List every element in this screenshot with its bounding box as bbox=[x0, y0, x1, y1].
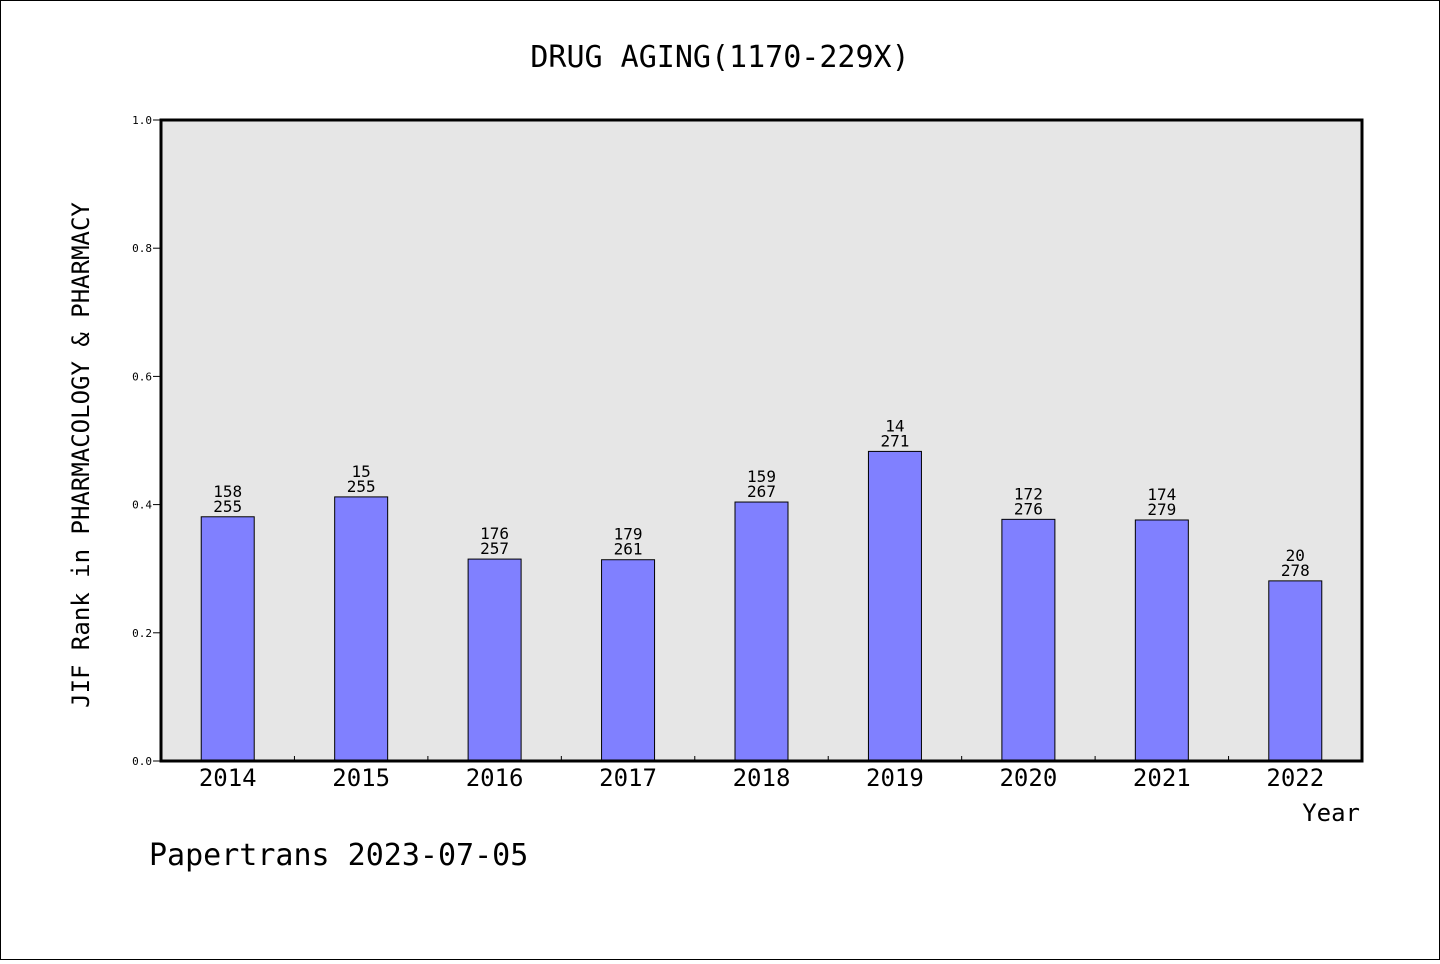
x-axis-label: Year bbox=[1302, 799, 1360, 827]
x-tick-label: 2019 bbox=[866, 764, 924, 792]
bar-total-label: 255 bbox=[213, 497, 242, 516]
bar-rank-label: 15 bbox=[352, 462, 371, 481]
bar-rank-label: 20 bbox=[1286, 546, 1305, 565]
x-tick-label: 2022 bbox=[1266, 764, 1324, 792]
bar-total-label: 278 bbox=[1281, 561, 1310, 580]
footer-text: Papertrans 2023-07-05 bbox=[149, 838, 528, 873]
bar-2017 bbox=[601, 559, 656, 762]
bar-rank-label: 159 bbox=[747, 467, 776, 486]
y-axis-label: JIF Rank in PHARMACOLOGY & PHARMACY bbox=[67, 202, 95, 708]
bar-total-label: 279 bbox=[1147, 500, 1176, 519]
x-ticks-group: 2014 2015 2016 2017 2018 2019 2020 2021 2022 bbox=[199, 756, 1324, 792]
bar-total-label: 255 bbox=[347, 477, 376, 496]
y-tick-label: 0.6 bbox=[132, 370, 152, 383]
bar-rank-label: 179 bbox=[614, 525, 643, 544]
bar-total-label: 261 bbox=[614, 540, 643, 559]
bar-total-label: 267 bbox=[747, 482, 776, 501]
bar-total-label: 257 bbox=[480, 539, 509, 558]
x-tick-label: 2017 bbox=[599, 764, 657, 792]
bar-2020 bbox=[1001, 518, 1056, 762]
bar-2018 bbox=[734, 501, 789, 762]
y-ticks-group: 0.0 0.2 0.4 0.6 0.8 1.0 bbox=[132, 114, 161, 768]
bar-rank-label: 174 bbox=[1147, 485, 1176, 504]
x-tick-label: 2018 bbox=[733, 764, 791, 792]
x-tick-label: 2016 bbox=[466, 764, 524, 792]
bar-rank-label: 158 bbox=[213, 482, 242, 501]
bar-2015 bbox=[334, 496, 389, 762]
bar-2021 bbox=[1134, 519, 1189, 762]
bar-rank-label: 172 bbox=[1014, 484, 1043, 503]
x-tick-label: 2015 bbox=[332, 764, 390, 792]
chart-title: DRUG AGING(1170-229X) bbox=[530, 40, 909, 75]
bar-2014 bbox=[200, 516, 255, 762]
bars-group bbox=[200, 450, 1323, 762]
x-tick-label: 2014 bbox=[199, 764, 257, 792]
y-tick-label: 0.8 bbox=[132, 242, 152, 255]
bar-labels-group: 1582551525517625717926115926714271172276… bbox=[213, 416, 1309, 579]
bar-rank-label: 14 bbox=[885, 416, 904, 435]
x-tick-label: 2020 bbox=[999, 764, 1057, 792]
y-tick-label: 0.0 bbox=[132, 755, 152, 768]
bar-2016 bbox=[467, 558, 522, 762]
plot-border bbox=[159, 118, 1364, 763]
bar-total-label: 276 bbox=[1014, 499, 1043, 518]
y-tick-label: 0.2 bbox=[132, 627, 152, 640]
y-tick-label: 0.4 bbox=[132, 499, 152, 512]
y-tick-label: 1.0 bbox=[132, 114, 152, 127]
bar-rank-label: 176 bbox=[480, 524, 509, 543]
x-tick-label: 2021 bbox=[1133, 764, 1191, 792]
bar-2019 bbox=[867, 450, 922, 762]
bar-2022 bbox=[1268, 580, 1323, 762]
bar-total-label: 271 bbox=[880, 431, 909, 450]
